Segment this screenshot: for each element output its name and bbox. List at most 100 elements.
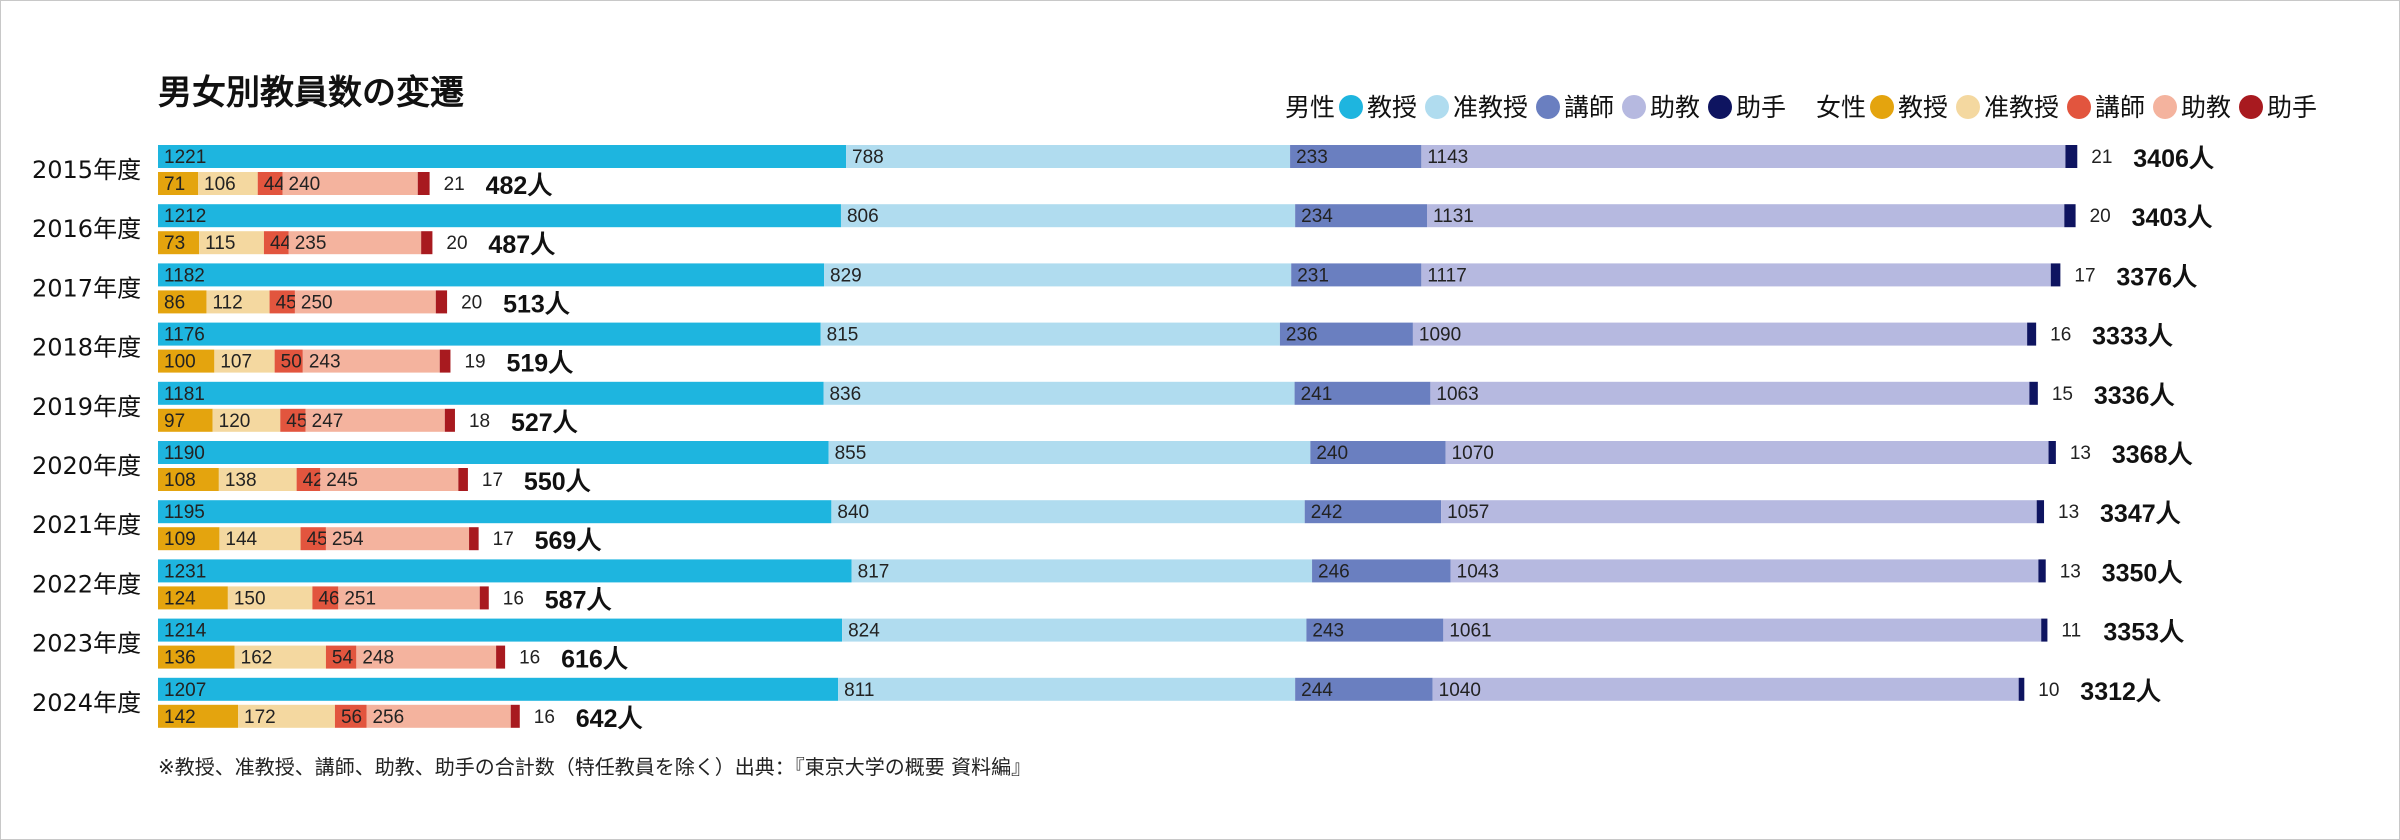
value-label-female-1-0: 106	[204, 174, 236, 195]
total-label-female-0: 482人	[486, 172, 553, 200]
bar-male-2-9	[1295, 677, 1433, 701]
value-label-male-3-6: 1057	[1447, 502, 1489, 523]
value-label-male-0-1: 1212	[164, 206, 206, 227]
bar-male-3-7	[1450, 559, 2039, 583]
footnote: ※教授、准教授、講師、助教、助手の合計数（特任教員を除く）出典：『東京大学の概要…	[158, 755, 1031, 779]
bar-male-2-6	[1304, 500, 1442, 524]
bar-female-0-6	[158, 527, 220, 551]
value-label-female-1-1: 115	[205, 233, 235, 254]
total-label-male-5: 3368人	[2112, 441, 2193, 469]
value-label-female-1-3: 107	[220, 352, 252, 373]
legend-swatch-female-1	[1956, 95, 1980, 119]
value-label-female-0-7: 124	[164, 588, 196, 609]
value-label-female-0-4: 97	[164, 411, 185, 432]
total-label-female-7: 587人	[545, 586, 612, 614]
bar-male-3-2	[1421, 263, 2051, 287]
value-label-female-1-5: 138	[225, 470, 257, 491]
value-label-female-0-9: 142	[164, 707, 196, 728]
bar-female-3-9	[366, 704, 511, 728]
value-label-female-2-6: 45	[307, 529, 328, 550]
bar-male-4-2	[2050, 263, 2061, 287]
bar-male-4-7	[2038, 559, 2046, 583]
value-label-female-4-1: 20	[446, 233, 467, 254]
year-label-5: 2020年度	[32, 452, 141, 480]
bar-female-3-8	[356, 645, 497, 669]
bar-female-4-1	[421, 231, 433, 255]
bar-female-0-3	[158, 349, 215, 373]
bar-female-2-1	[263, 231, 289, 255]
total-label-female-1: 487人	[488, 231, 555, 259]
bar-female-3-4	[305, 408, 445, 432]
bar-female-0-0	[158, 172, 199, 195]
bar-male-0-5	[158, 441, 829, 464]
value-label-male-4-4: 15	[2052, 384, 2073, 405]
value-label-male-2-6: 242	[1311, 502, 1343, 523]
value-label-female-2-5: 42	[303, 470, 324, 491]
value-label-male-1-9: 811	[844, 680, 874, 701]
value-label-female-1-6: 144	[225, 529, 257, 550]
total-label-male-4: 3336人	[2094, 382, 2175, 410]
value-label-male-2-5: 240	[1316, 443, 1348, 464]
value-label-male-0-9: 1207	[164, 680, 206, 701]
bar-male-0-9	[158, 677, 839, 701]
bar-male-0-8	[158, 618, 843, 642]
legend-item-female-1: 准教授	[1984, 93, 2059, 122]
bar-male-3-9	[1432, 677, 2019, 701]
bar-female-1-5	[218, 468, 297, 491]
total-label-female-2: 513人	[503, 290, 570, 318]
bar-male-4-0	[2065, 145, 2078, 168]
value-label-male-3-8: 1061	[1449, 621, 1491, 642]
legend-swatch-female-0	[1870, 95, 1894, 119]
value-label-male-3-4: 1063	[1436, 384, 1478, 405]
legend-swatch-male-4	[1708, 95, 1732, 119]
bar-female-1-4	[212, 408, 281, 432]
value-label-female-3-3: 243	[309, 352, 341, 373]
value-label-female-0-2: 86	[164, 292, 185, 313]
value-label-female-3-7: 251	[344, 588, 376, 609]
value-label-male-2-1: 234	[1301, 206, 1333, 227]
bar-male-2-8	[1306, 618, 1444, 642]
year-label-7: 2022年度	[32, 570, 141, 598]
value-label-female-3-8: 248	[362, 648, 394, 669]
value-label-female-2-7: 46	[318, 588, 339, 609]
value-label-male-1-4: 836	[829, 384, 861, 405]
value-label-female-0-8: 136	[164, 648, 196, 669]
bar-female-3-0	[282, 172, 418, 195]
value-label-female-4-4: 18	[469, 411, 490, 432]
total-label-female-3: 519人	[506, 350, 573, 378]
value-label-male-1-0: 788	[852, 147, 884, 168]
total-label-female-4: 527人	[511, 409, 578, 437]
bar-female-0-8	[158, 645, 235, 669]
bar-female-4-5	[458, 468, 468, 491]
value-label-male-3-1: 1131	[1433, 206, 1474, 227]
value-label-female-1-7: 150	[234, 588, 266, 609]
bar-male-0-4	[158, 381, 824, 405]
value-label-male-0-6: 1195	[164, 502, 205, 523]
year-label-0: 2015年度	[32, 156, 141, 184]
value-label-female-2-9: 56	[341, 707, 362, 728]
value-label-male-4-2: 17	[2074, 265, 2095, 286]
legend-item-female-3: 助教	[2181, 93, 2231, 122]
bar-female-2-8	[325, 645, 357, 669]
value-label-male-2-3: 236	[1286, 325, 1318, 346]
value-label-male-3-0: 1143	[1427, 147, 1468, 168]
value-label-male-1-7: 817	[858, 561, 890, 582]
bar-female-4-0	[417, 172, 430, 195]
bar-female-4-6	[469, 527, 479, 551]
value-label-male-0-7: 1231	[164, 561, 206, 582]
bar-female-2-0	[257, 172, 283, 195]
value-label-male-1-5: 855	[835, 443, 867, 464]
bar-female-1-7	[227, 586, 313, 610]
bar-male-1-5	[828, 441, 1311, 464]
bar-male-4-5	[2048, 441, 2056, 464]
legend: 男性 教授 准教授 講師 助教 助手 女性 教授 准教授 講師 助教 助手	[1285, 93, 2317, 122]
value-label-female-2-1: 44	[270, 233, 292, 254]
value-label-female-2-3: 50	[281, 352, 302, 373]
value-label-male-0-5: 1190	[164, 443, 205, 464]
bar-male-3-6	[1441, 500, 2037, 524]
year-label-9: 2024年度	[32, 689, 141, 717]
value-label-female-2-4: 45	[286, 411, 307, 432]
value-label-female-4-3: 19	[464, 352, 485, 373]
